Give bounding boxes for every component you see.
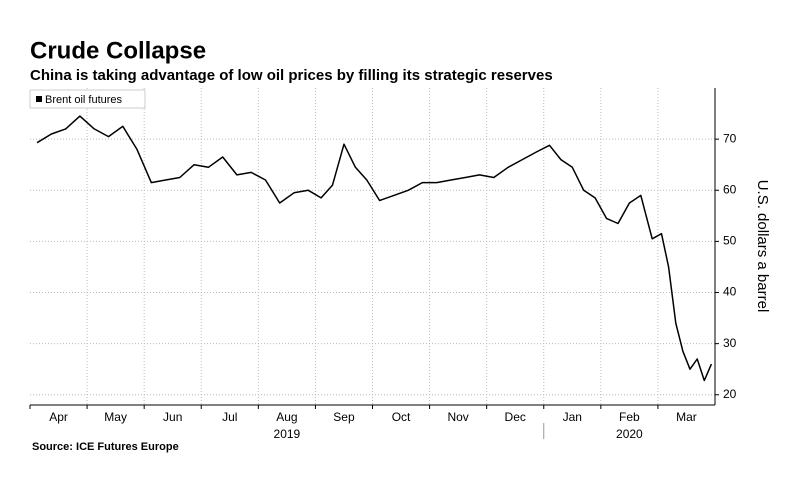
chart-title: Crude Collapse: [30, 37, 206, 64]
line: [36, 115, 713, 382]
x-tick-label: Sep: [333, 410, 355, 424]
y-tick-label: 30: [723, 336, 737, 350]
x-tick-label: Mar: [676, 410, 697, 424]
y-tick-label: 50: [723, 234, 737, 248]
x-tick-label: May: [104, 410, 127, 424]
legend-label: Brent oil futures: [45, 94, 123, 106]
x-tick-label: Jul: [222, 410, 237, 424]
x-group-label: 2019: [274, 427, 301, 441]
x-group-label: 2020: [616, 427, 643, 441]
x-tick-label: Jun: [163, 410, 182, 424]
y-tick-label: 70: [723, 131, 737, 145]
y-axis-label: U.S. dollars a barrel: [754, 180, 771, 313]
legend-box: [29, 89, 146, 109]
x-tick-label: Aug: [276, 410, 297, 424]
legend-swatch: [36, 96, 42, 102]
chart-subtitle: China is taking advantage of low oil pri…: [30, 67, 553, 84]
y-tick-label: 60: [723, 182, 737, 196]
source: Source: ICE Futures Europe: [32, 441, 179, 453]
y-tick-label: 20: [723, 387, 737, 401]
x-tick-label: Feb: [619, 410, 640, 424]
x-tick-label: Apr: [49, 410, 68, 424]
x-tick-label: Oct: [392, 410, 411, 424]
x-tick-label: Jan: [563, 410, 582, 424]
x-tick-label: Nov: [447, 410, 468, 424]
x-tick-label: Dec: [505, 410, 526, 424]
y-tick-label: 40: [723, 285, 737, 299]
